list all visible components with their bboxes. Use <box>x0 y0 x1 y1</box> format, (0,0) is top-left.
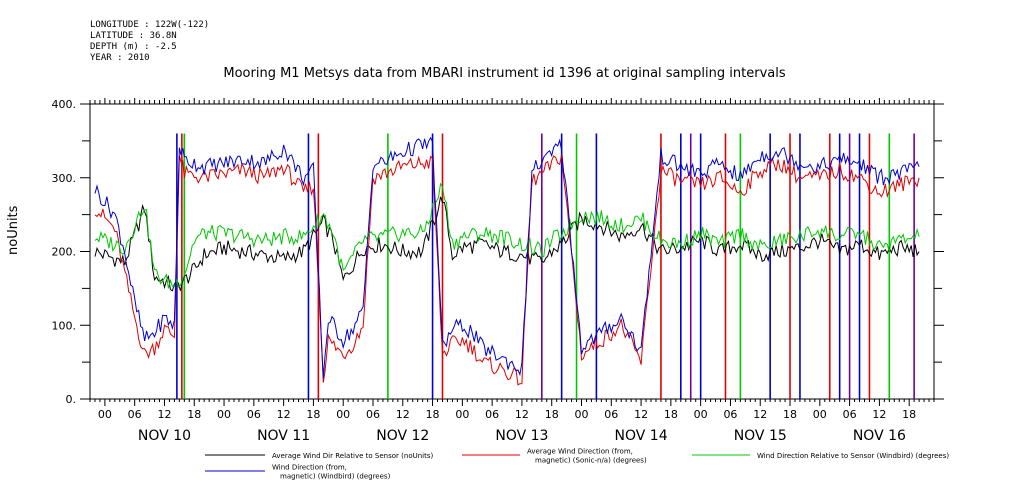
y-tick-label: 300. <box>52 172 77 185</box>
x-hour-label: 00 <box>98 408 112 421</box>
legend-label: Average Wind Dir Relative to Sensor (noU… <box>272 452 433 460</box>
x-hour-label: 18 <box>783 408 797 421</box>
x-hour-label: 18 <box>187 408 201 421</box>
x-hour-label: 18 <box>426 408 440 421</box>
x-hour-label: 12 <box>277 408 291 421</box>
x-hour-label: 06 <box>604 408 618 421</box>
x-date-label: NOV 15 <box>734 428 787 444</box>
x-hour-label: 18 <box>664 408 678 421</box>
x-date-label: NOV 13 <box>495 428 548 444</box>
x-hour-label: 00 <box>217 408 231 421</box>
series-line <box>94 196 920 292</box>
x-hour-label: 06 <box>843 408 857 421</box>
x-date-label: NOV 11 <box>257 428 310 444</box>
x-hour-label: 06 <box>723 408 737 421</box>
x-hour-label: 18 <box>306 408 320 421</box>
legend-label: magnetic) (Sonic-n/a) (degrees) <box>535 457 647 465</box>
y-tick-label: 0. <box>66 393 77 406</box>
axes-group: 0. 100. 200. 300. 400. 00 06 12 18 00 06 12 18 00 06 12… <box>52 98 944 444</box>
x-hour-label: 00 <box>336 408 350 421</box>
metadata-header: LONGITUDE : 122W(-122) LATITUDE : 36.8N … <box>90 20 209 64</box>
series-line <box>94 136 920 379</box>
series-group <box>94 133 920 399</box>
y-tick-label: 100. <box>52 319 77 332</box>
year-text: YEAR : 2010 <box>90 53 150 63</box>
legend-label: Wind Direction (from, <box>272 464 347 472</box>
x-hour-label: 06 <box>128 408 142 421</box>
chart-title: Mooring M1 Metsys data from MBARI instru… <box>223 66 786 81</box>
legend-label: Average Wind Direction (from, <box>527 448 633 456</box>
x-hour-label: 18 <box>902 408 916 421</box>
x-hour-label: 00 <box>455 408 469 421</box>
x-hour-label: 00 <box>694 408 708 421</box>
latitude-text: LATITUDE : 36.8N <box>90 31 177 41</box>
y-tick-label: 400. <box>52 98 77 111</box>
legend-group: Average Wind Dir Relative to Sensor (noU… <box>205 448 949 481</box>
x-hour-label: 06 <box>366 408 380 421</box>
x-hour-label: 12 <box>753 408 767 421</box>
x-date-label: NOV 16 <box>853 428 906 444</box>
series-line <box>94 154 920 386</box>
x-hour-label: 12 <box>396 408 410 421</box>
x-hour-label: 06 <box>247 408 261 421</box>
x-date-label: NOV 12 <box>376 428 429 444</box>
x-hour-label: 12 <box>634 408 648 421</box>
x-hour-label: 06 <box>485 408 499 421</box>
x-hour-label: 12 <box>515 408 529 421</box>
x-hour-label: 12 <box>872 408 886 421</box>
x-date-label: NOV 14 <box>615 428 668 444</box>
depth-text: DEPTH (m) : -2.5 <box>90 42 177 52</box>
x-hour-label: 00 <box>813 408 827 421</box>
x-hour-label: 18 <box>545 408 559 421</box>
legend-label: Wind Direction Relative to Sensor (Windb… <box>757 452 949 460</box>
x-hour-label: 00 <box>575 408 589 421</box>
x-hour-label: 12 <box>157 408 171 421</box>
longitude-text: LONGITUDE : 122W(-122) <box>90 20 210 30</box>
legend-label: magnetic) (Windbird) (degrees) <box>280 473 391 481</box>
series-line <box>94 182 920 289</box>
y-tick-label: 200. <box>52 246 77 259</box>
x-date-label: NOV 10 <box>138 428 191 444</box>
